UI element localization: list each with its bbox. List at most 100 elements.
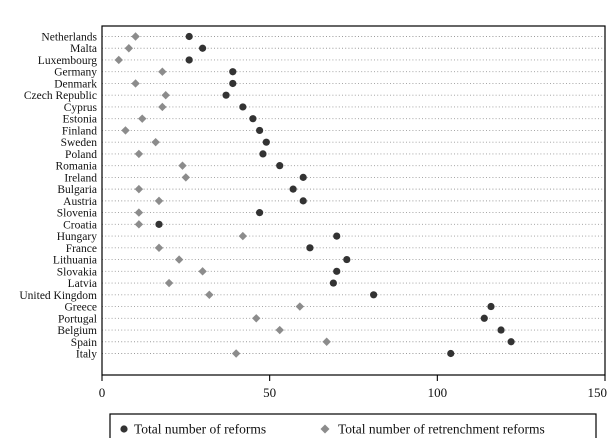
category-label: Slovakia xyxy=(57,266,97,278)
category-label: Malta xyxy=(70,43,97,55)
reform-point xyxy=(329,279,337,287)
reform-point xyxy=(370,291,378,299)
reform-point xyxy=(256,209,264,217)
category-label: Hungary xyxy=(57,231,97,243)
reform-point xyxy=(222,91,230,99)
retrenchment-point xyxy=(275,325,284,335)
retrenchment-point xyxy=(124,44,134,53)
retrenchment-point xyxy=(131,32,140,41)
category-label: Germany xyxy=(54,67,97,79)
reform-point xyxy=(259,150,267,158)
category-label: Cyprus xyxy=(64,102,98,114)
category-label: Czech Republic xyxy=(24,90,97,102)
category-label: Croatia xyxy=(63,219,97,231)
category-label: Poland xyxy=(65,149,97,161)
reform-point xyxy=(249,115,257,123)
series-total-reforms xyxy=(155,32,515,358)
legend-label-retrenchment: Total number of retrenchment reforms xyxy=(338,422,545,437)
category-label: Sweden xyxy=(61,137,98,149)
category-label: Italy xyxy=(76,349,97,361)
category-label: Netherlands xyxy=(41,32,97,44)
retrenchment-point xyxy=(151,137,160,147)
category-label: Ireland xyxy=(64,172,97,184)
category-labels: NetherlandsMaltaLuxembourgGermanyDenmark… xyxy=(19,32,97,361)
legend-box xyxy=(109,413,597,438)
retrenchment-point xyxy=(158,102,167,112)
retrenchment-point xyxy=(205,290,214,299)
category-label: Portugal xyxy=(58,313,97,325)
retrenchment-point xyxy=(114,55,123,65)
reform-point xyxy=(306,244,314,252)
reform-point xyxy=(480,314,488,322)
legend-marker-retrenchment xyxy=(320,424,330,434)
reform-point xyxy=(497,326,505,334)
category-label: United Kingdom xyxy=(19,290,97,302)
retrenchment-point xyxy=(134,184,144,194)
reform-point xyxy=(507,338,515,346)
reform-point xyxy=(333,267,341,275)
reform-point xyxy=(256,126,264,135)
x-tick-label: 0 xyxy=(99,385,106,400)
reform-point xyxy=(333,232,341,240)
x-tick-label: 50 xyxy=(263,385,276,400)
x-tick-label: 150 xyxy=(588,385,607,400)
retrenchment-point xyxy=(154,196,164,206)
category-label: Spain xyxy=(71,337,97,349)
retrenchment-point xyxy=(238,231,248,241)
retrenchment-point xyxy=(252,314,261,323)
retrenchment-point xyxy=(178,161,187,170)
retrenchment-point xyxy=(134,208,144,217)
retrenchment-point xyxy=(322,337,331,346)
reform-point xyxy=(229,79,237,88)
category-label: Latvia xyxy=(68,278,97,290)
reform-point xyxy=(276,162,284,170)
reform-point xyxy=(199,44,207,52)
reform-point xyxy=(155,220,163,228)
reform-point xyxy=(239,103,247,111)
reform-point xyxy=(299,197,307,205)
reform-point xyxy=(299,173,307,181)
retrenchment-point xyxy=(134,220,144,229)
retrenchment-point xyxy=(174,255,184,264)
grid-lines xyxy=(102,36,605,354)
reform-point xyxy=(185,56,193,64)
retrenchment-point xyxy=(181,173,191,182)
legend-label-reforms: Total number of reforms xyxy=(134,422,266,437)
retrenchment-point xyxy=(131,79,140,88)
category-label: Denmark xyxy=(54,78,97,90)
reform-point xyxy=(185,32,193,41)
retrenchment-point xyxy=(121,126,130,135)
legend: Total number of reforms Total number of … xyxy=(109,413,597,438)
retrenchment-point xyxy=(134,149,144,159)
retrenchment-point xyxy=(158,67,167,76)
x-axis: 0 50 100 150 xyxy=(99,375,607,400)
category-label: Finland xyxy=(62,125,97,137)
series-retrenchment-reforms xyxy=(114,32,331,358)
retrenchment-point xyxy=(198,267,207,276)
category-label: Luxembourg xyxy=(38,55,97,67)
category-label: Austria xyxy=(63,196,97,208)
retrenchment-point xyxy=(231,349,241,358)
plot-frame xyxy=(101,25,606,376)
legend-marker-reforms xyxy=(120,425,128,433)
reform-point xyxy=(447,349,455,358)
reform-point xyxy=(229,68,237,76)
retrenchment-point xyxy=(161,91,170,100)
retrenchment-point xyxy=(138,114,147,123)
category-label: Estonia xyxy=(63,114,98,126)
category-label: Slovenia xyxy=(57,208,97,220)
reform-point xyxy=(343,255,351,264)
category-label: Bulgaria xyxy=(57,184,97,196)
category-label: Greece xyxy=(64,302,97,314)
x-tick-label: 100 xyxy=(428,385,448,400)
retrenchment-point xyxy=(154,243,164,253)
reform-point xyxy=(289,185,297,193)
reform-point xyxy=(262,138,270,146)
retrenchment-point xyxy=(295,302,305,311)
category-label: France xyxy=(66,243,97,255)
category-label: Lithuania xyxy=(53,255,97,267)
category-label: Romania xyxy=(55,161,97,173)
retrenchment-point xyxy=(164,278,174,288)
category-label: Belgium xyxy=(57,325,97,337)
